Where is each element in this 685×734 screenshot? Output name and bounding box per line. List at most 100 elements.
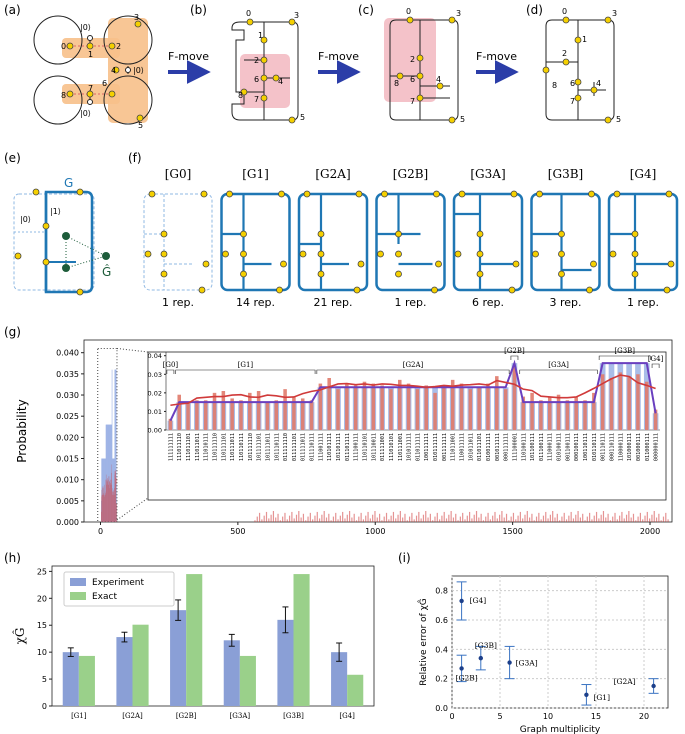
f-graph-label-3: [G2B] [393,167,428,181]
g-inset-bar-exp-54 [645,381,649,430]
g-tail-bar-60 [392,511,395,522]
g-inset-exact-line [169,359,657,422]
h-xtick-label-2: [G2B] [176,712,197,720]
g-tail-bar-9 [275,517,277,522]
g-tail-bar-176 [660,520,662,522]
g-inset-xtick-label-16: 011110111 [310,433,316,461]
i-point-label-2: [G3B] [475,641,497,650]
g-tail-bar-57 [385,512,388,522]
g-inset-xtick-label-22: 110110101 [362,433,368,461]
g-tail-bar-28 [318,518,321,522]
g-tail-bar-165 [635,520,637,522]
a-ket0-right: |0⟩ [133,66,144,75]
g-tail-bar-99 [482,520,485,522]
g-ytick-label-0: 0.000 [56,518,79,527]
panel-label-b: (b) [190,3,207,17]
f-graph-reps-1: 14 rep. [236,296,275,309]
g-tail-bar-150 [600,514,602,522]
g-tail-bar-39 [344,518,346,522]
f-graph-reps-0: 1 rep. [162,296,194,309]
g-tail-bar-41 [348,510,351,522]
g-inset-xtick-label-54: 011000111 [645,433,651,461]
b-node-6: 6 [254,75,259,84]
g-inset-xtick-label-31: 001111111 [442,433,448,461]
f-graph-node-2-3 [317,250,325,258]
f-graph-node-5-2 [558,230,565,238]
i-point-label-1: [G2B] [456,673,478,682]
g-inset-xtick-label-53: 001000111 [636,433,642,461]
g-inset-xtick-label-55: 000000111 [654,433,660,461]
g-tail-bar-85 [450,510,452,522]
f-graph-node-6-4 [631,270,639,278]
g-inset-xtick-label-8: 110110111 [239,433,245,461]
c-node-6: 6 [410,75,415,84]
g-inset-xtick-label-23: 101110011 [371,433,377,461]
g-group-brace-0 [166,369,175,374]
g-zoom-box [97,347,118,523]
g-inset-bar-exp-5 [212,392,217,430]
g-tail-bar-161 [625,514,628,522]
g-ytick-label-3: 0.015 [56,455,79,464]
h-bar-exact-5 [347,674,364,706]
g-inset-bar-exp-15 [300,398,305,430]
g-tail-bar-95 [473,514,475,522]
g-tail-bar-61 [395,518,397,522]
g-inset-exp-line [170,374,656,407]
g-inset-xtick-label-43: 111000111 [548,433,554,461]
g-inset-xtick-label-34: 101011011 [468,433,474,461]
h-legend [63,571,175,607]
g-tail-bar-137 [570,511,572,522]
g-tail-bar-43 [353,513,355,522]
f-graph-node-5-6 [590,260,597,268]
g-tail-bar-56 [383,516,385,522]
g-tail-bar-119 [529,517,531,522]
g-tail-bar-24 [309,512,311,522]
f-graph-node-6-0 [613,190,621,198]
g-tail-bar-145 [589,512,591,522]
g-tail-bar-16 [291,511,293,522]
g-tail-bar-142 [582,513,584,522]
g-group-brace-2 [316,369,510,374]
g-inset-bar-exp-48 [592,392,596,430]
g-inset-bar-exp-45 [565,400,570,430]
g-tail-bar-15 [288,515,291,522]
a-node-0: 0 [61,42,66,51]
g-inset-ytick-label-4: 0.04 [148,352,162,360]
g-inset-bar-exp-22 [362,381,367,430]
g-tail-bar-91 [464,519,466,522]
f-graph-label-5: [G3B] [548,167,583,181]
g-tail-bar-133 [561,516,563,522]
g-tail-bar-132 [559,520,561,522]
g-group-brace-6 [651,363,660,368]
g-tail-bar-90 [462,512,464,522]
g-group-label-2: [G2A] [403,361,424,369]
g-inset-xtick-label-40: 110100111 [521,433,527,461]
g-group-label-3: [G2B] [504,347,525,355]
panel-label-a: (a) [4,3,21,17]
g-tail-bar-62 [397,514,399,522]
a-node-1: 1 [88,50,93,59]
f-graph-node-6-7 [609,250,617,258]
g-inset-xtick-label-51: 110000111 [618,433,624,461]
g-tail-bar-98 [480,513,482,522]
d-node-6: 6 [570,79,575,88]
g-inset-xtick-label-36: 010011111 [486,433,492,461]
g-tail-bar-122 [535,516,538,522]
g-inset-xtick-label-4: 111010111 [204,433,210,461]
f-graph-node-1-2 [240,230,247,238]
g-zoom-line-bottom [116,497,149,521]
h-bar-exact-4 [293,574,310,706]
i-point-3 [507,660,512,665]
g-inset-bar-exp-40 [521,396,526,430]
g-tail-bar-116 [522,518,524,522]
a-node-4: 4 [111,66,116,75]
h-bar-exact-0 [78,655,95,706]
g-inset-bar-exp-0 [168,418,173,430]
g-tail-bar-113 [515,519,517,522]
h-legend-swatch-experiment [70,578,86,586]
f-graph-node-0-5 [198,286,206,294]
f-graph-node-1-4 [240,270,247,278]
g-tail-bar-96 [475,510,478,522]
g-tail-bar-29 [321,514,323,522]
